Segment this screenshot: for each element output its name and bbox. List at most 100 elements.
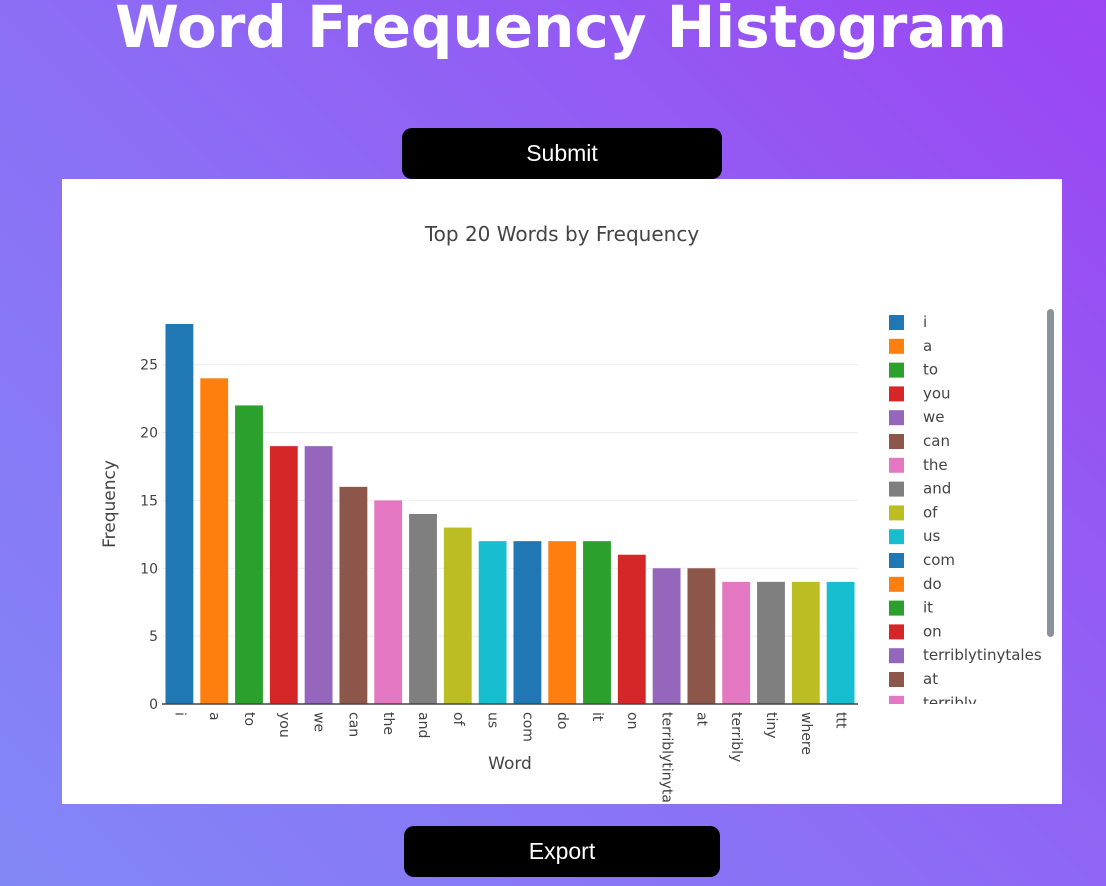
legend-swatch	[889, 672, 904, 687]
bar-it[interactable]	[583, 541, 611, 704]
x-tick-label: do	[554, 712, 570, 729]
legend-swatch	[889, 457, 904, 473]
y-tick-label: 10	[140, 561, 158, 577]
x-tick-label: where	[798, 712, 814, 755]
legend-label: you	[923, 384, 951, 402]
legend-item[interactable]: to	[889, 361, 938, 379]
y-tick-label: 5	[149, 629, 158, 645]
bar-to[interactable]	[235, 405, 263, 704]
legend-label: a	[923, 337, 932, 355]
legend-label: to	[923, 361, 938, 379]
legend-item[interactable]: we	[889, 408, 945, 426]
x-tick-label: ttt	[833, 712, 849, 729]
x-tick-label: the	[380, 712, 396, 735]
x-tick-label: you	[276, 712, 292, 738]
bar-where[interactable]	[791, 581, 820, 704]
legend-swatch	[889, 529, 904, 545]
legend-swatch	[889, 576, 904, 592]
bar-and[interactable]	[409, 514, 437, 704]
y-tick-label: 0	[149, 697, 158, 713]
gridlines	[162, 364, 858, 637]
legend-label: i	[923, 313, 927, 331]
bar-at[interactable]	[687, 568, 716, 704]
legend-label: on	[923, 622, 942, 640]
x-tick-label: it	[589, 712, 605, 722]
legend-swatch	[889, 386, 904, 402]
legend-item[interactable]: com	[889, 551, 955, 569]
export-button[interactable]: Export	[404, 826, 720, 877]
x-tick-labels: i a to you we can the and of us com do it on terriblyt…	[171, 712, 848, 803]
x-tick-label: us	[485, 712, 501, 728]
legend-item[interactable]: terribly	[889, 694, 977, 712]
legend-swatch	[889, 410, 904, 426]
bar-i[interactable]	[165, 324, 194, 704]
legend-item[interactable]: you	[889, 384, 951, 402]
bar-us[interactable]	[478, 541, 507, 704]
legend-item[interactable]: a	[889, 337, 932, 355]
legend-label: we	[923, 408, 945, 426]
legend-label: do	[923, 575, 942, 593]
legend-item[interactable]: i	[889, 313, 927, 331]
legend-item[interactable]: the	[889, 456, 948, 474]
bar-ttt[interactable]	[826, 581, 855, 704]
x-tick-label: to	[241, 712, 257, 726]
x-tick-label: terribly	[728, 712, 744, 762]
legend-label: can	[923, 432, 950, 450]
x-tick-label: a	[206, 712, 222, 721]
bar-the[interactable]	[374, 500, 403, 704]
x-tick-label: com	[519, 712, 535, 742]
bar-do[interactable]	[548, 541, 577, 704]
bar-on[interactable]	[617, 554, 646, 704]
legend-swatch	[889, 505, 904, 521]
legend-item[interactable]: of	[889, 503, 938, 521]
bar-a[interactable]	[200, 378, 229, 704]
bar-we[interactable]	[304, 446, 333, 704]
legend[interactable]: iatoyouwecantheandofuscomdoitonterriblyt…	[889, 313, 1042, 712]
bar-terribly[interactable]	[722, 581, 751, 704]
bar-com[interactable]	[513, 541, 542, 704]
legend-item[interactable]: at	[889, 670, 938, 688]
bar-can[interactable]	[339, 486, 368, 704]
legend-label: us	[923, 527, 941, 545]
x-tick-label: at	[693, 712, 709, 727]
legend-scrollbar[interactable]	[1047, 309, 1054, 637]
legend-swatch	[889, 648, 904, 664]
y-tick-label: 25	[140, 358, 158, 374]
legend-swatch	[889, 338, 904, 354]
legend-item[interactable]: can	[889, 432, 950, 450]
legend-swatch	[889, 362, 904, 378]
bar-tiny[interactable]	[757, 581, 785, 704]
bar-of[interactable]	[443, 527, 472, 704]
legend-swatch	[889, 600, 904, 616]
x-tick-label: i	[171, 712, 187, 716]
legend-swatch	[889, 481, 904, 497]
legend-item[interactable]: us	[889, 527, 941, 545]
legend-swatch	[889, 695, 904, 704]
legend-swatch	[889, 434, 904, 449]
x-tick-label: can	[345, 712, 361, 737]
submit-button[interactable]: Submit	[402, 128, 722, 179]
legend-item[interactable]: terriblytinytales	[889, 646, 1042, 664]
x-tick-label: terriblytinyta	[659, 712, 675, 803]
legend-item[interactable]: it	[889, 599, 933, 617]
bar-you[interactable]	[269, 446, 298, 704]
legend-label: the	[923, 456, 948, 474]
legend-swatch	[889, 315, 904, 330]
x-tick-label: of	[450, 712, 466, 727]
legend-swatch	[889, 624, 904, 640]
y-tick-labels: 0 5 10 15 20 25	[140, 358, 158, 713]
y-axis-title: Frequency	[100, 460, 120, 548]
legend-item[interactable]: do	[889, 575, 942, 593]
legend-item[interactable]: and	[889, 480, 951, 498]
legend-label: of	[923, 503, 938, 521]
x-tick-label: on	[624, 712, 640, 729]
legend-item[interactable]: on	[889, 622, 942, 640]
page-title: Word Frequency Histogram	[115, 0, 1007, 61]
legend-swatch	[889, 553, 904, 568]
legend-label: com	[923, 551, 955, 569]
x-tick-label: tiny	[763, 712, 779, 739]
bar-terriblytinytales[interactable]	[652, 568, 681, 704]
legend-label: at	[923, 670, 938, 688]
